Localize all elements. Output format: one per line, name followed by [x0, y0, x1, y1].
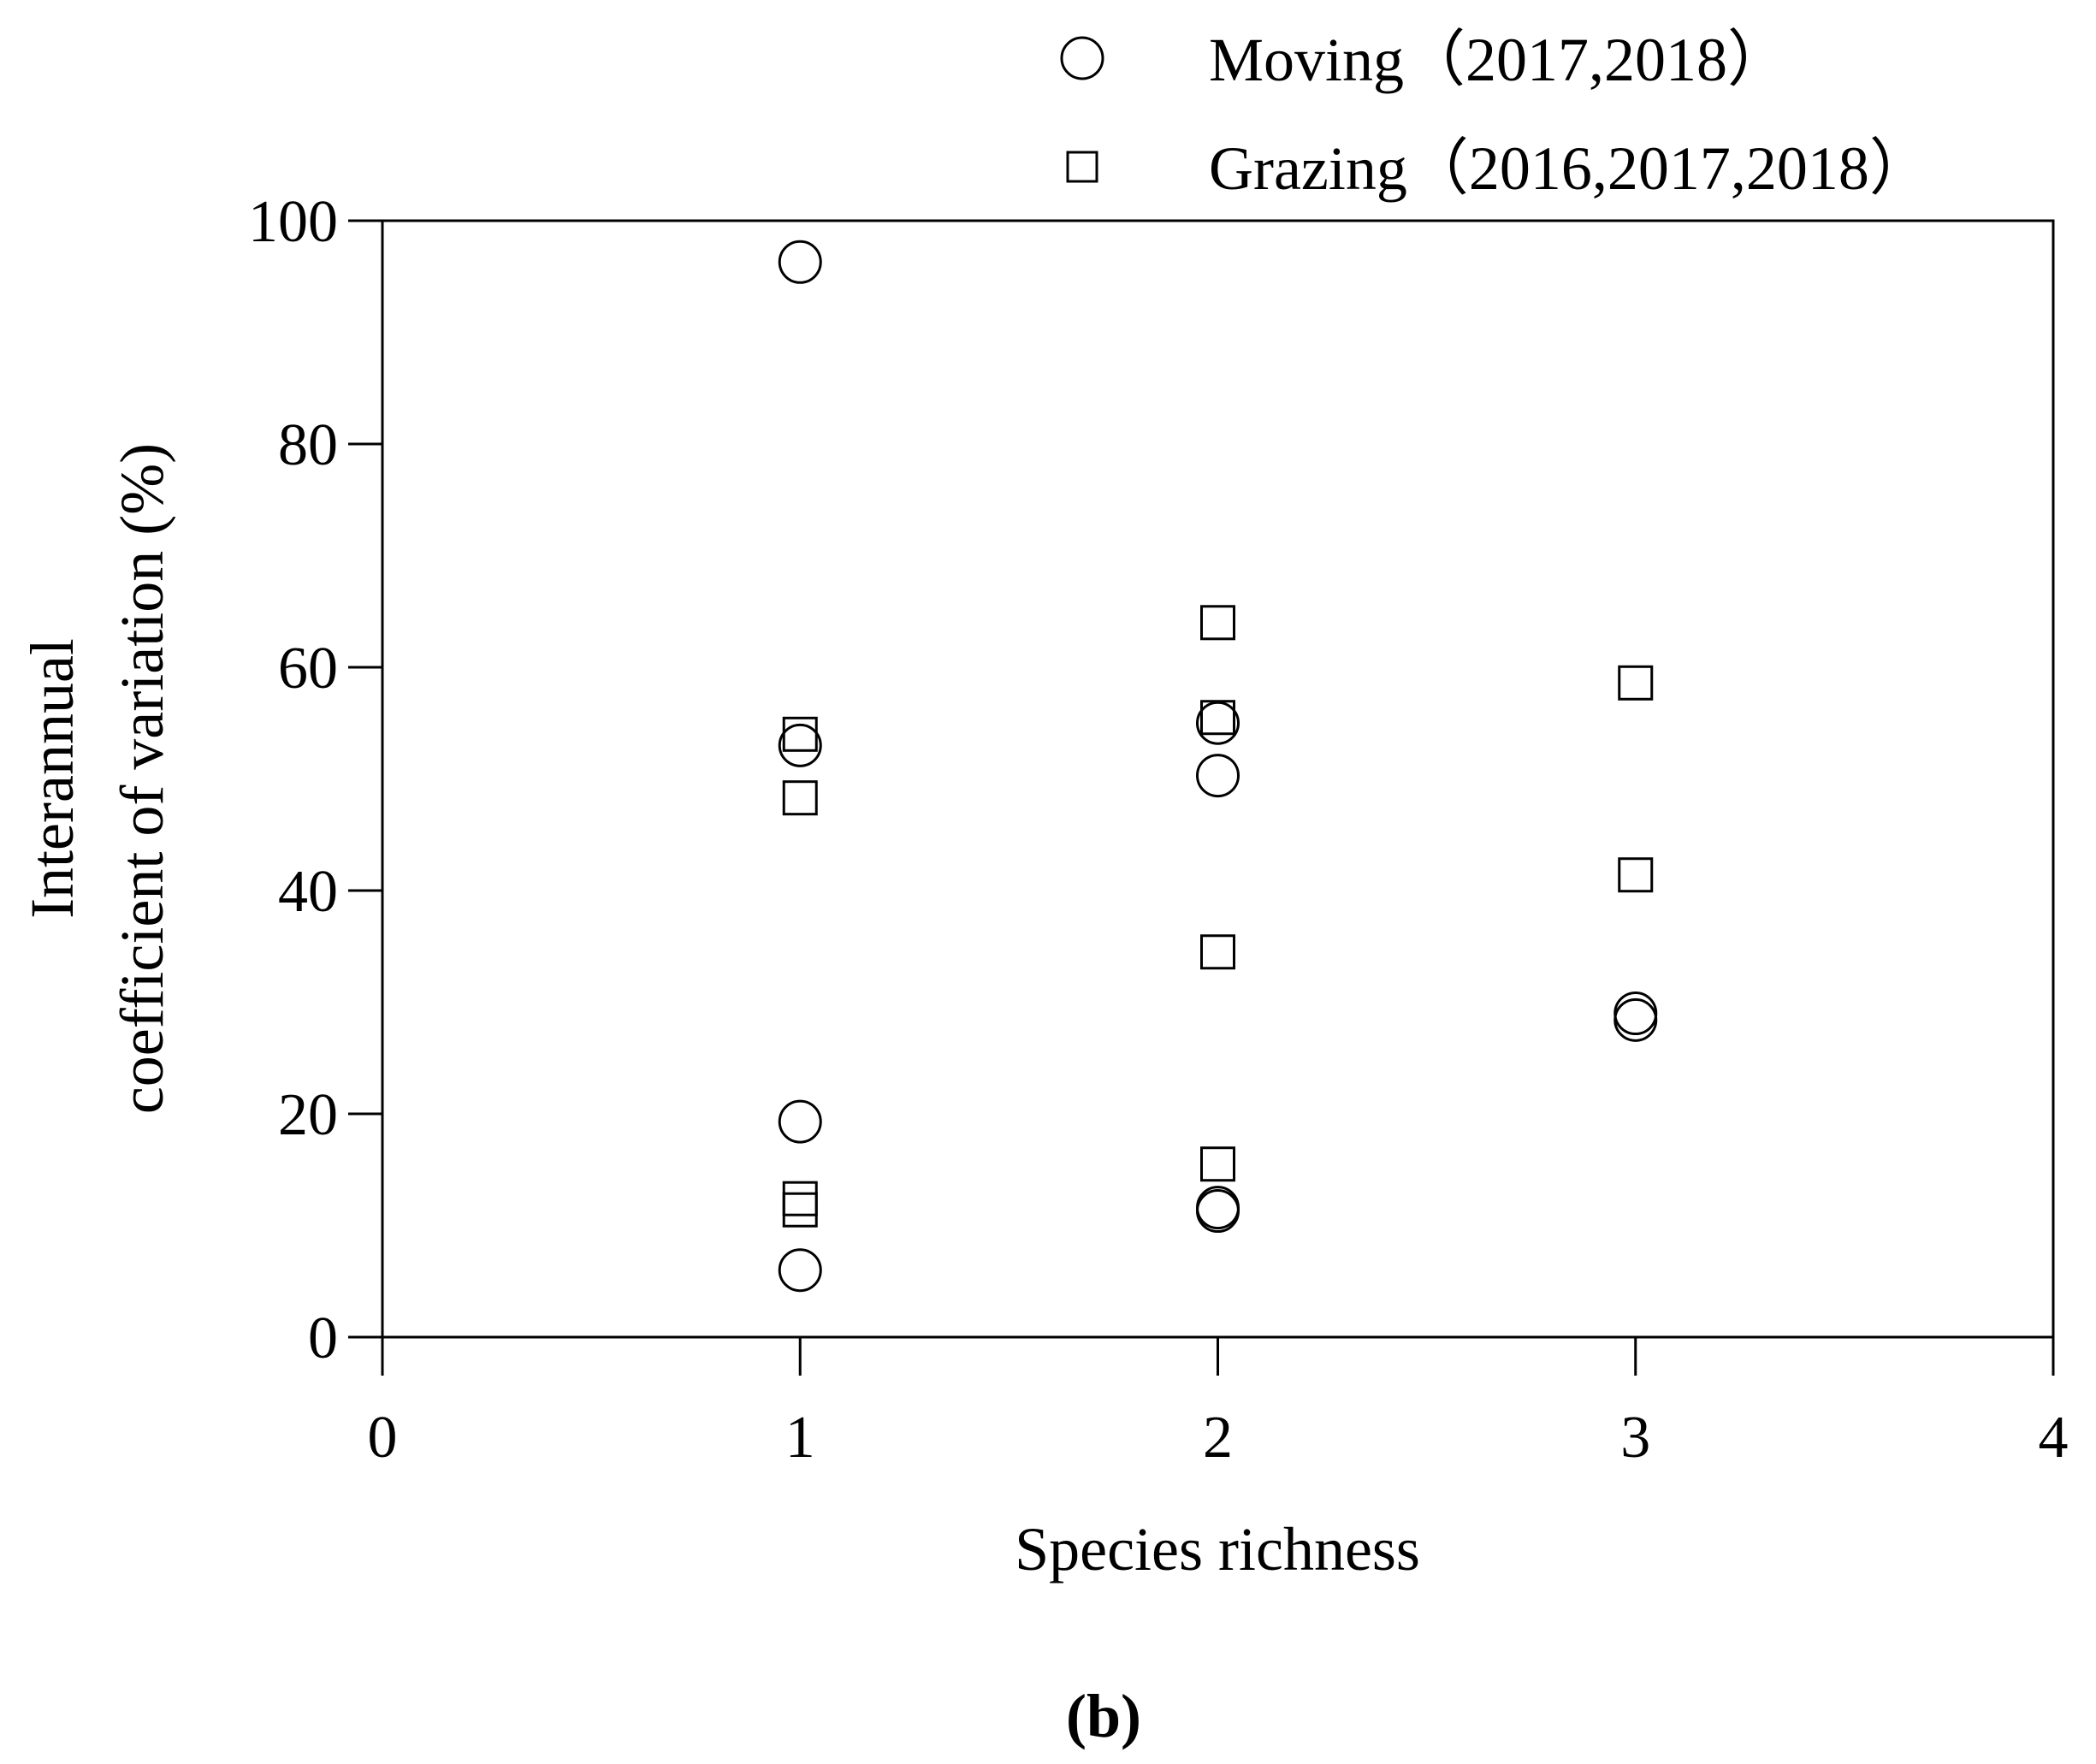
- legend: Moving（2017,2018） Grazing（2016,2017,2018）: [1060, 26, 1931, 203]
- grazing-point-5: [1200, 605, 1235, 641]
- x-tick-label-1: 1: [785, 1405, 815, 1471]
- legend-label-1: Moving（2017,2018）: [1209, 26, 1789, 94]
- y-tick-label-40: 40: [278, 859, 338, 925]
- grazing-point-8: [1200, 1146, 1235, 1182]
- x-tick-label-3: 3: [1620, 1405, 1650, 1471]
- y-axis: 0 20 40 60 80 100: [248, 189, 382, 1371]
- grazing-point-1: [782, 716, 818, 752]
- x-tick-label-2: 2: [1203, 1405, 1233, 1471]
- x-tick-label-0: 0: [368, 1405, 398, 1471]
- moving-point-10: [1613, 997, 1658, 1042]
- grazing-point-6: [1200, 700, 1235, 736]
- moving-point-2: [778, 723, 822, 767]
- legend-label-2: Grazing（2016,2017,2018）: [1209, 134, 1931, 203]
- y-tick-label-60: 60: [278, 636, 338, 701]
- x-axis: 0 1 2 3 4: [368, 1337, 2069, 1471]
- moving-point-4: [778, 1248, 822, 1293]
- moving-point-5: [1196, 701, 1240, 745]
- y-tick-label-100: 100: [248, 189, 338, 255]
- moving-point-1: [778, 240, 822, 284]
- grazing-point-7: [1200, 934, 1235, 970]
- plot-frame: [381, 219, 2055, 1339]
- grazing-point-2: [782, 780, 818, 816]
- moving-point-7: [1196, 1186, 1240, 1230]
- moving-point-6: [1196, 754, 1240, 798]
- grazing-point-9: [1618, 665, 1654, 701]
- y-tick-label-20: 20: [278, 1082, 338, 1148]
- legend-square-icon: [1066, 151, 1098, 183]
- grazing-point-3: [782, 1181, 818, 1216]
- grazing-point-10: [1618, 857, 1654, 893]
- panel-label: (b): [1066, 1682, 1141, 1750]
- x-axis-title: Species richness: [1015, 1515, 1420, 1583]
- moving-point-8: [1196, 1189, 1240, 1234]
- y-tick-label-80: 80: [278, 412, 338, 478]
- grazing-point-4: [782, 1192, 818, 1228]
- y-tick-label-0: 0: [308, 1305, 338, 1371]
- x-tick-label-4: 4: [2039, 1405, 2069, 1471]
- moving-point-3: [778, 1099, 822, 1144]
- y-axis-title-line2: coefficient of variation (%): [108, 443, 176, 1114]
- legend-circle-icon: [1060, 36, 1104, 80]
- y-axis-title-line1: Interannual: [18, 638, 86, 919]
- data-points: [778, 240, 1658, 1293]
